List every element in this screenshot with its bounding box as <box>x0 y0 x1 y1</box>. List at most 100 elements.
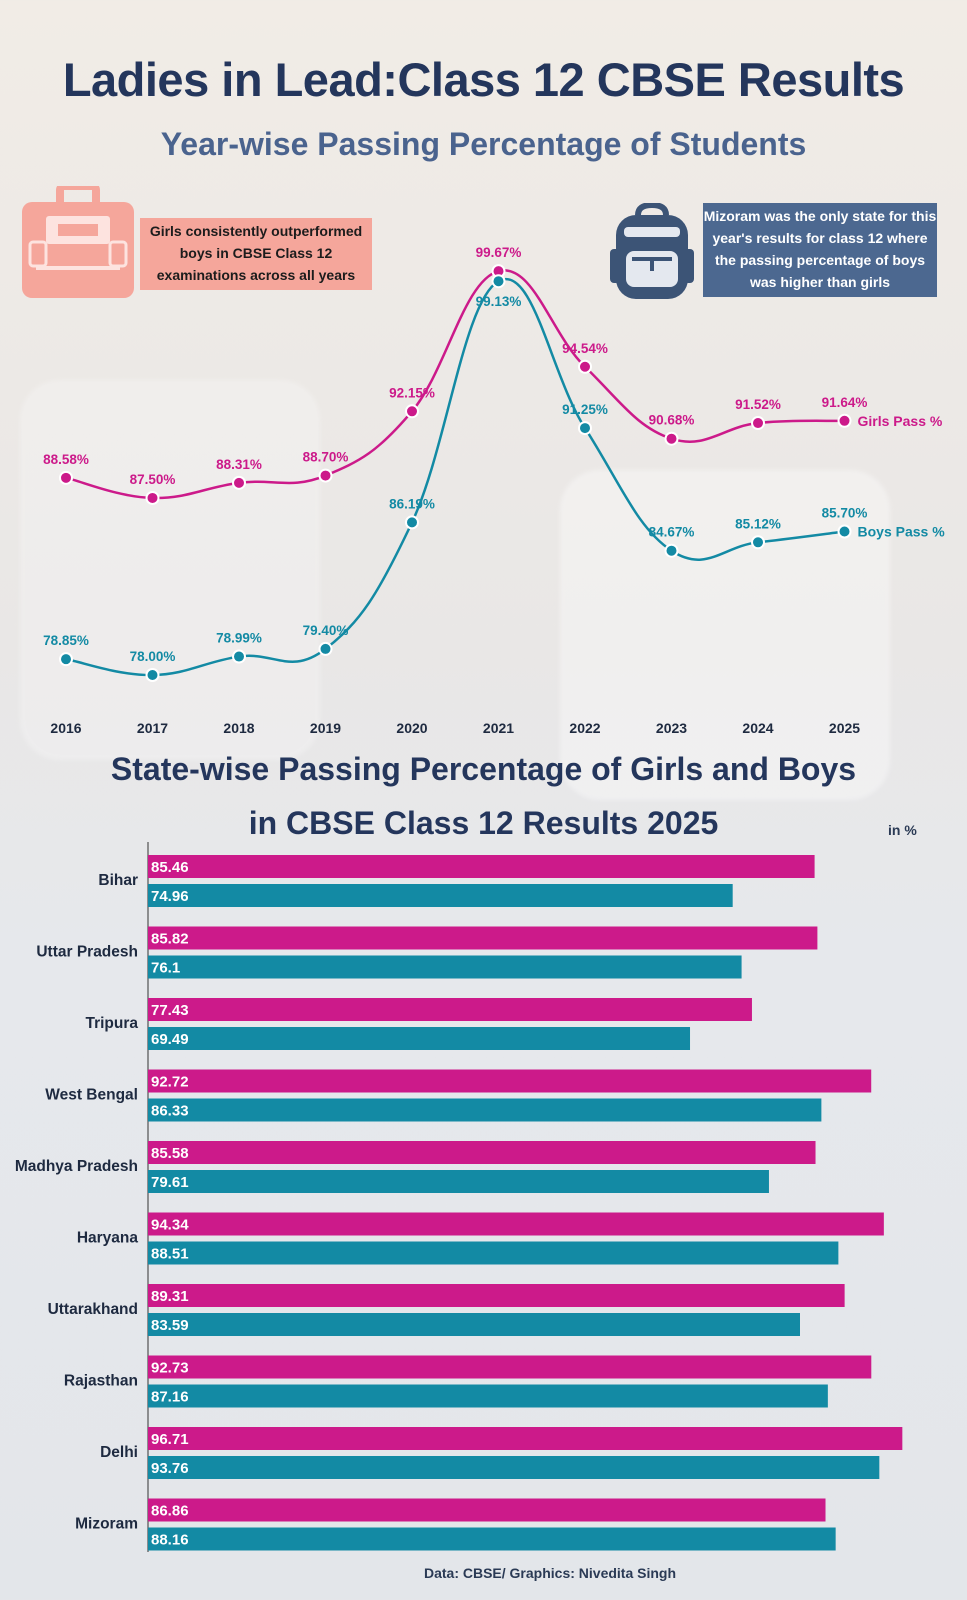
category-label: Uttar Pradesh <box>36 944 138 961</box>
bar-girls <box>148 1355 872 1379</box>
data-point <box>837 413 852 428</box>
data-point <box>405 515 419 530</box>
note-girls-outperformed: Girls consistently outperformed boys in … <box>140 218 372 290</box>
bar-value-label: 88.16 <box>151 1532 189 1549</box>
data-label: 90.68% <box>649 413 695 428</box>
data-label: 91.64% <box>822 395 868 410</box>
bar-value-label: 77.43 <box>151 1002 189 1019</box>
page-subtitle: Year-wise Passing Percentage of Students <box>160 126 807 162</box>
data-point <box>318 468 333 483</box>
data-point <box>405 404 419 419</box>
bar-chart-title-line1: State-wise Passing Percentage of Girls a… <box>110 751 857 787</box>
category-label: Haryana <box>77 1230 139 1247</box>
category-label: Uttarakhand <box>48 1301 138 1318</box>
bar-value-label: 86.33 <box>151 1103 189 1120</box>
bar-girls <box>148 1427 903 1450</box>
bar-value-label: 94.34 <box>151 1217 189 1234</box>
bar-value-label: 83.59 <box>151 1317 189 1334</box>
background-book-shape <box>20 380 320 760</box>
note-mizoram: Mizoram was the only state for this year… <box>703 203 937 297</box>
data-label: 99.13% <box>476 294 522 309</box>
data-label: 88.70% <box>303 450 349 465</box>
bar-boys <box>148 1241 839 1265</box>
x-tick-label-2018: 2018 <box>223 720 254 736</box>
bar-value-label: 92.72 <box>151 1074 189 1091</box>
bar-value-label: 89.31 <box>151 1288 189 1305</box>
bar-girls <box>148 926 818 950</box>
bar-girls <box>148 855 815 878</box>
data-label: 92.15% <box>389 385 435 400</box>
data-point <box>578 421 592 436</box>
bar-girls <box>148 1284 845 1307</box>
bar-value-label: 76.1 <box>151 960 180 977</box>
series-line-girls <box>65 269 845 500</box>
bar-value-label: 79.61 <box>151 1174 189 1191</box>
category-label: Bihar <box>98 872 138 889</box>
data-point <box>664 543 679 558</box>
bar-boys <box>148 1027 691 1050</box>
x-tick-label-2020: 2020 <box>396 720 427 736</box>
briefcase-icon <box>22 186 134 298</box>
data-label: 88.58% <box>43 452 89 467</box>
data-label: 78.99% <box>216 631 262 646</box>
series-name-girls: Girls Pass % <box>858 413 943 429</box>
bar-boys <box>148 1170 769 1193</box>
series-name-boys: Boys Pass % <box>858 524 946 540</box>
bar-value-label: 87.16 <box>151 1389 189 1406</box>
bar-value-label: 86.86 <box>151 1503 189 1520</box>
source-credit: Data: CBSE/ Graphics: Nivedita Singh <box>423 1565 677 1581</box>
data-label: 91.52% <box>735 397 781 412</box>
bar-chart: Bihar 85.46 74.96 Uttar Pradesh 85.82 76.1 Tri… <box>15 842 903 1552</box>
data-point <box>751 535 765 550</box>
data-label: 99.67% <box>476 245 522 260</box>
data-point <box>318 641 333 656</box>
page-title: Ladies in Lead:Class 12 CBSE Results <box>62 53 905 106</box>
data-point <box>145 490 160 505</box>
bar-girls <box>148 998 752 1021</box>
bar-girls <box>148 1069 872 1093</box>
data-point <box>232 649 246 664</box>
data-label: 86.19% <box>389 496 435 511</box>
bar-value-label: 96.71 <box>151 1431 189 1448</box>
x-tick-label-2024: 2024 <box>742 720 773 736</box>
data-label: 78.00% <box>130 649 176 664</box>
bar-value-label: 92.73 <box>151 1360 189 1377</box>
data-label: 87.50% <box>130 472 176 487</box>
bar-value-label: 69.49 <box>151 1031 189 1048</box>
background-notebook-shape <box>560 470 890 800</box>
data-label: 88.31% <box>216 457 262 472</box>
bar-value-label: 85.82 <box>151 931 189 948</box>
x-tick-label-2019: 2019 <box>310 720 341 736</box>
bar-boys <box>148 1098 822 1122</box>
x-tick-label-2025: 2025 <box>829 720 860 736</box>
backpack-icon <box>610 203 694 299</box>
data-label: 85.12% <box>735 516 781 531</box>
bar-chart-title-line2: in CBSE Class 12 Results 2025 <box>248 805 719 841</box>
x-tick-label-2023: 2023 <box>656 720 687 736</box>
bar-boys <box>148 955 742 979</box>
data-label: 79.40% <box>303 623 349 638</box>
data-point <box>491 274 506 289</box>
data-label: 78.85% <box>43 633 89 648</box>
data-label: 84.67% <box>649 525 695 540</box>
bar-girls <box>148 1498 826 1522</box>
category-label: West Bengal <box>45 1087 138 1104</box>
bar-chart-title: State-wise Passing Percentage of Girls a… <box>0 742 967 850</box>
data-label: 85.70% <box>822 506 868 521</box>
bar-value-label: 93.76 <box>151 1460 189 1477</box>
data-label: 94.54% <box>562 341 608 356</box>
data-point <box>578 359 592 374</box>
bar-value-label: 74.96 <box>151 888 189 905</box>
bar-value-label: 85.46 <box>151 859 189 876</box>
category-label: Mizoram <box>75 1516 138 1533</box>
bar-boys <box>148 1384 828 1408</box>
category-label: Tripura <box>85 1015 138 1032</box>
data-point <box>232 475 246 490</box>
unit-label: in % <box>888 822 917 838</box>
bar-girls <box>148 1212 884 1236</box>
data-point <box>145 668 160 682</box>
data-point <box>59 470 73 485</box>
data-point <box>751 416 765 431</box>
data-point <box>837 524 852 539</box>
data-point <box>59 652 73 667</box>
